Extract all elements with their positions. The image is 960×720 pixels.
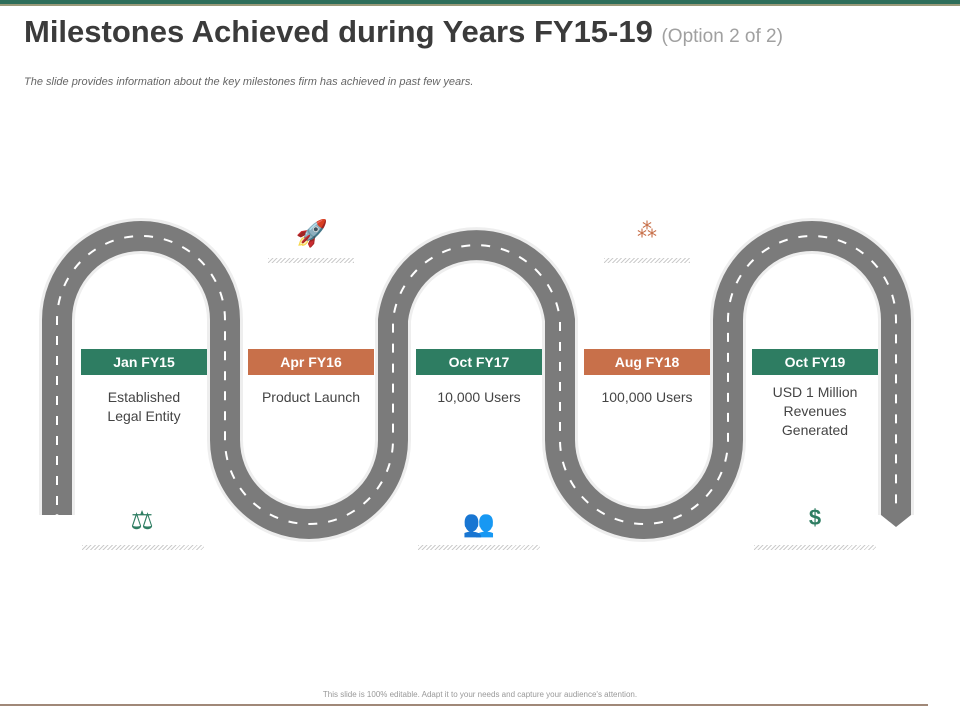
milestone-date-banner: Oct FY19 [752, 349, 878, 375]
subtitle: The slide provides information about the… [24, 76, 474, 88]
milestone-date-banner: Oct FY17 [416, 349, 542, 375]
road-lane-markings [56, 235, 897, 525]
milestone-date-banner: Jan FY15 [81, 349, 207, 375]
milestone-description: Established Legal Entity [107, 389, 181, 424]
revenue-hand-icon: $ [808, 505, 822, 530]
footer-note: This slide is 100% editable. Adapt it to… [322, 690, 638, 699]
icon-underline [82, 545, 204, 550]
top-accent-bar [0, 0, 960, 4]
milestone-description: 10,000 Users [437, 389, 521, 405]
footer-line [0, 704, 928, 706]
rocket-launch-icon: 🚀 [295, 218, 329, 248]
road-start-cut [42, 514, 72, 522]
milestone-description: Product Launch [261, 389, 361, 405]
title-option: (Option 2 of 2) [661, 26, 783, 47]
icon-underline [754, 545, 876, 550]
icon-underline [604, 258, 690, 263]
milestone-description: 100,000 Users [601, 389, 693, 405]
page-title: Milestones Achieved during Years FY15-19… [24, 14, 783, 50]
users-group-icon: 👥 [462, 508, 496, 538]
icon-underline [268, 258, 354, 263]
title-text: Milestones Achieved during Years FY15-19 [24, 14, 653, 49]
top-accent-line [0, 4, 960, 6]
crowd-icon: ⁂ [637, 220, 657, 242]
icon-underline [418, 545, 540, 550]
scales-hand-icon: ⚖ [130, 505, 154, 535]
milestone-date-banner: Apr FY16 [248, 349, 374, 375]
road-surface [42, 221, 911, 539]
milestone-date-banner: Aug FY18 [584, 349, 710, 375]
road-end-arrow [881, 515, 911, 527]
milestone-description: USD 1 Million Revenues Generated [772, 384, 858, 438]
